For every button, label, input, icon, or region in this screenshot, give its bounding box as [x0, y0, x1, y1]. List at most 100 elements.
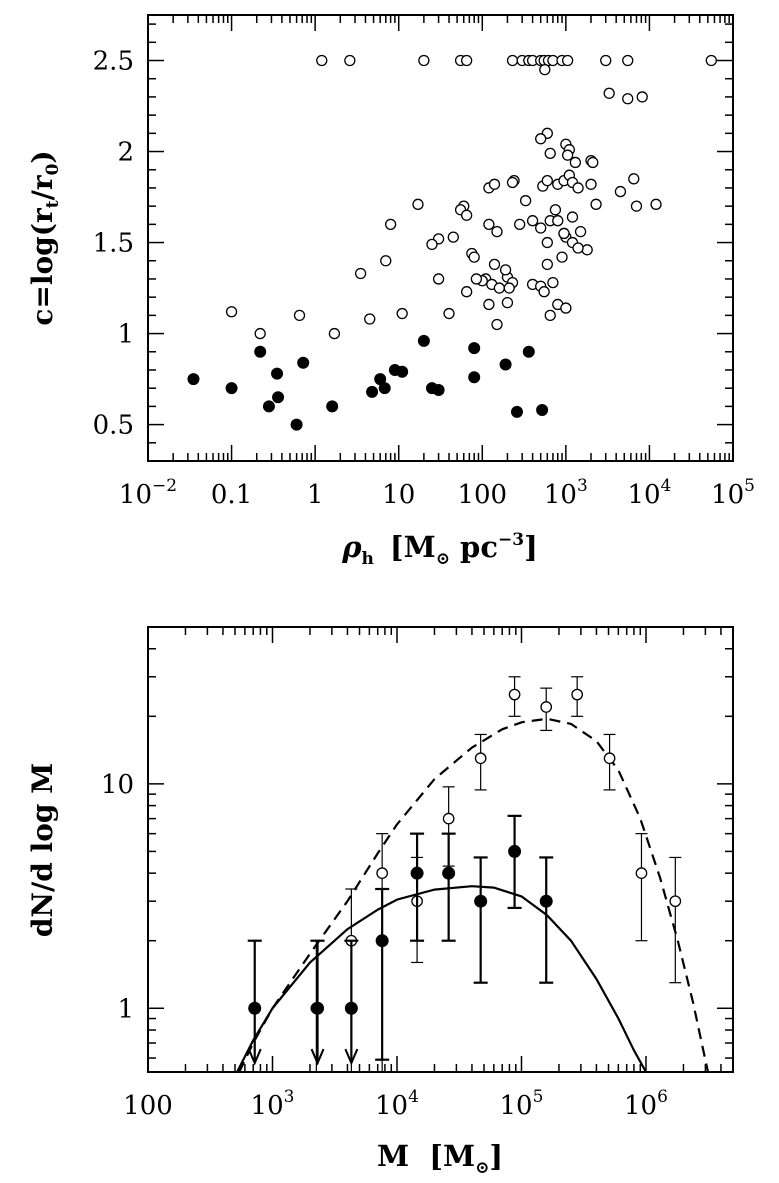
bottom-x-axis-label: M [M⊙]	[377, 1139, 503, 1178]
filled-point	[297, 356, 310, 369]
open-point	[571, 688, 584, 701]
filled-point	[539, 894, 553, 908]
upper-limit-arrow	[310, 1048, 325, 1066]
open-point	[483, 298, 495, 311]
open-point	[254, 327, 266, 340]
open-point	[636, 91, 648, 103]
open-point	[587, 156, 599, 169]
open-point	[574, 225, 587, 238]
open-point	[384, 218, 397, 230]
filled-point	[410, 866, 424, 880]
open-point	[538, 286, 550, 298]
open-point	[316, 54, 328, 67]
open-point	[519, 195, 532, 207]
bottom-plot-frame	[147, 626, 734, 1073]
bottom-xlabel-close: ]	[489, 1139, 503, 1173]
open-point	[461, 209, 473, 221]
top-ylabel-close: )	[26, 150, 59, 163]
open-point	[376, 867, 389, 880]
open-point	[483, 218, 495, 230]
open-point	[600, 54, 612, 67]
open-point	[669, 895, 682, 908]
bottom-xlabel-sub: ⊙	[475, 1158, 489, 1178]
top-data-points	[187, 54, 717, 431]
top-y-tick-labels: 0.5 1 1.5 2 2.5	[93, 47, 134, 441]
open-point	[491, 318, 503, 331]
bottom-y-tick-labels: 1 10	[101, 770, 134, 1024]
bottom-axis-ticks	[147, 626, 734, 1072]
filled-point	[499, 358, 512, 371]
open-point	[541, 175, 553, 187]
open-point	[432, 273, 445, 285]
filled-point	[272, 391, 285, 404]
top-xlabel-units: [M	[390, 530, 436, 564]
bottom-x-tick-label: 106	[624, 1087, 668, 1121]
open-point	[544, 309, 556, 322]
open-point	[396, 307, 408, 320]
open-point	[508, 688, 521, 701]
top-x-axis-label: ρh [M⊙ pc−3]	[341, 530, 538, 569]
top-y-tick-label: 1	[117, 320, 134, 350]
open-point	[556, 251, 568, 263]
solid-model-curve	[236, 885, 647, 1072]
bottom-data-points	[247, 676, 682, 1073]
top-x-tick-labels: 10−2 0.1 1 10 100 103 104 105	[119, 476, 755, 510]
open-point	[566, 211, 579, 223]
open-point	[354, 267, 367, 280]
open-point	[539, 63, 551, 76]
open-point	[603, 752, 616, 765]
open-point	[547, 276, 559, 289]
bottom-xlabel-main: M [M	[377, 1139, 475, 1173]
top-x-tick-label: 1	[307, 480, 324, 510]
open-point	[561, 54, 574, 67]
open-point	[541, 258, 553, 271]
open-point	[558, 227, 570, 240]
dashed-model-curve	[238, 717, 710, 1072]
open-point	[493, 282, 505, 294]
top-ylabel-prefix: c=log(r	[26, 207, 59, 326]
top-y-axis-label: c=log(rt/r0)	[26, 150, 63, 325]
filled-point	[225, 382, 238, 395]
filled-point	[536, 404, 549, 417]
filled-point	[254, 345, 267, 358]
top-scatter-panel: 10−2 0.1 1 10 100 103 104 105 0.5 1 1.5 2 2.5 ρh [M⊙…	[26, 14, 755, 569]
bottom-mass-function-panel: 100 103 104 105 106 1 10 M [M⊙] dN/d log M	[26, 626, 734, 1178]
open-point	[540, 701, 553, 713]
filled-point	[468, 342, 481, 355]
open-point	[572, 182, 584, 194]
open-point	[443, 307, 455, 320]
open-point	[364, 313, 376, 325]
open-point	[581, 244, 593, 256]
filled-point	[378, 382, 391, 395]
filled-point	[290, 418, 303, 431]
top-ylabel-sub1: t	[43, 200, 63, 208]
top-x-tick-label: 100	[457, 480, 507, 510]
top-y-tick-label: 2.5	[93, 47, 134, 77]
top-x-tick-label: 103	[544, 476, 588, 510]
open-point	[552, 215, 564, 227]
open-point	[585, 178, 597, 190]
open-point	[418, 54, 430, 67]
top-xlabel-units-sup: −3	[498, 530, 524, 550]
open-point	[442, 812, 455, 825]
filled-point	[326, 400, 339, 413]
open-point	[503, 282, 515, 294]
open-point	[470, 273, 483, 285]
bottom-y-tick-label: 10	[101, 770, 134, 800]
filled-point	[396, 365, 409, 378]
top-xlabel-symbol: ρ	[341, 530, 362, 564]
open-point	[412, 198, 424, 210]
filled-point	[366, 385, 379, 398]
top-x-tick-label: 10−2	[119, 476, 177, 510]
open-point	[225, 306, 238, 318]
open-point	[560, 302, 572, 314]
open-point	[426, 238, 438, 251]
open-point	[501, 296, 514, 309]
open-point	[491, 225, 503, 238]
bottom-x-tick-label: 104	[375, 1087, 419, 1121]
top-xlabel-sub: h	[362, 549, 374, 569]
filled-point	[187, 373, 200, 386]
filled-point	[271, 367, 284, 380]
open-point	[549, 204, 562, 216]
top-xlabel-units-close: ]	[524, 530, 538, 564]
